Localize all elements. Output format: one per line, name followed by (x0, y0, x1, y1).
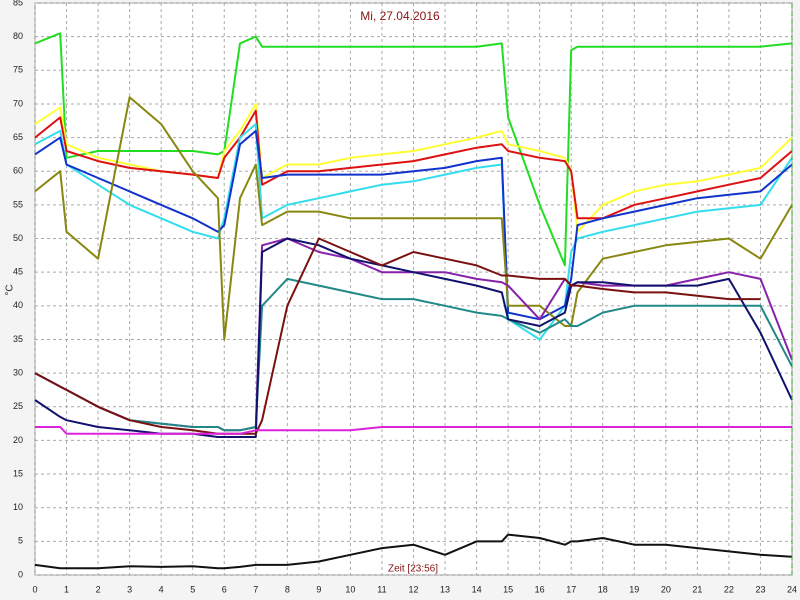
y-tick-label: 15 (13, 468, 23, 478)
x-tick-label: 3 (127, 584, 132, 594)
y-tick-label: 50 (13, 233, 23, 243)
x-tick-label: 9 (316, 584, 321, 594)
x-tick-label: 8 (285, 584, 290, 594)
series-line (34, 277, 793, 432)
y-tick-label: 55 (13, 199, 23, 209)
y-tick-label: 30 (13, 367, 23, 377)
grid (34, 2, 793, 576)
y-tick-label: 40 (13, 300, 23, 310)
x-tick-label: 4 (159, 584, 164, 594)
y-tick-label: 60 (13, 166, 23, 176)
lines (34, 32, 793, 570)
y-tick-label: 10 (13, 502, 23, 512)
x-tick-label: 0 (32, 584, 37, 594)
series-line (34, 129, 793, 321)
series-line (34, 32, 793, 267)
x-tick-label: 19 (629, 584, 639, 594)
annotation: Zeit [23:56] (388, 564, 438, 575)
x-tick-label: 20 (661, 584, 671, 594)
y-tick-label: 85 (13, 0, 23, 7)
x-tick-label: 6 (222, 584, 227, 594)
x-tick-label: 18 (598, 584, 608, 594)
y-tick-label: 45 (13, 267, 23, 277)
y-tick-label: 80 (13, 31, 23, 41)
series-line (34, 533, 793, 570)
x-tick-label: 2 (96, 584, 101, 594)
y-tick-label: 5 (18, 536, 23, 546)
y-tick-label: 20 (13, 435, 23, 445)
x-tick-label: 5 (190, 584, 195, 594)
y-tick-label: 70 (13, 98, 23, 108)
x-tick-label: 21 (692, 584, 702, 594)
y-tick-label: 0 (18, 569, 23, 579)
x-tick-label: 15 (503, 584, 513, 594)
series-line (34, 237, 761, 435)
x-tick-label: 11 (377, 584, 386, 594)
y-tick-label: 35 (13, 334, 23, 344)
x-tick-label: 17 (566, 584, 576, 594)
series-line (34, 123, 793, 341)
x-tick-label: 23 (755, 584, 765, 594)
x-tick-label: 7 (253, 584, 258, 594)
x-tick-label: 1 (64, 584, 69, 594)
series-line (34, 109, 793, 220)
x-tick-label: 13 (440, 584, 450, 594)
series-line (35, 426, 792, 435)
x-tick-label: 16 (535, 584, 545, 594)
x-tick-label: 24 (787, 584, 797, 594)
x-tick-label: 10 (345, 584, 355, 594)
x-tick-label: 22 (724, 584, 734, 594)
chart-title: Mi, 27.04.2016 (360, 9, 440, 23)
y-tick-label: 65 (13, 132, 23, 142)
y-tick-label: 25 (13, 401, 23, 411)
x-tick-label: 12 (408, 584, 418, 594)
series-line (34, 96, 793, 341)
y-axis-label: °C (5, 284, 16, 295)
x-tick-label: 14 (472, 584, 482, 594)
y-tick-label: 75 (13, 65, 23, 75)
